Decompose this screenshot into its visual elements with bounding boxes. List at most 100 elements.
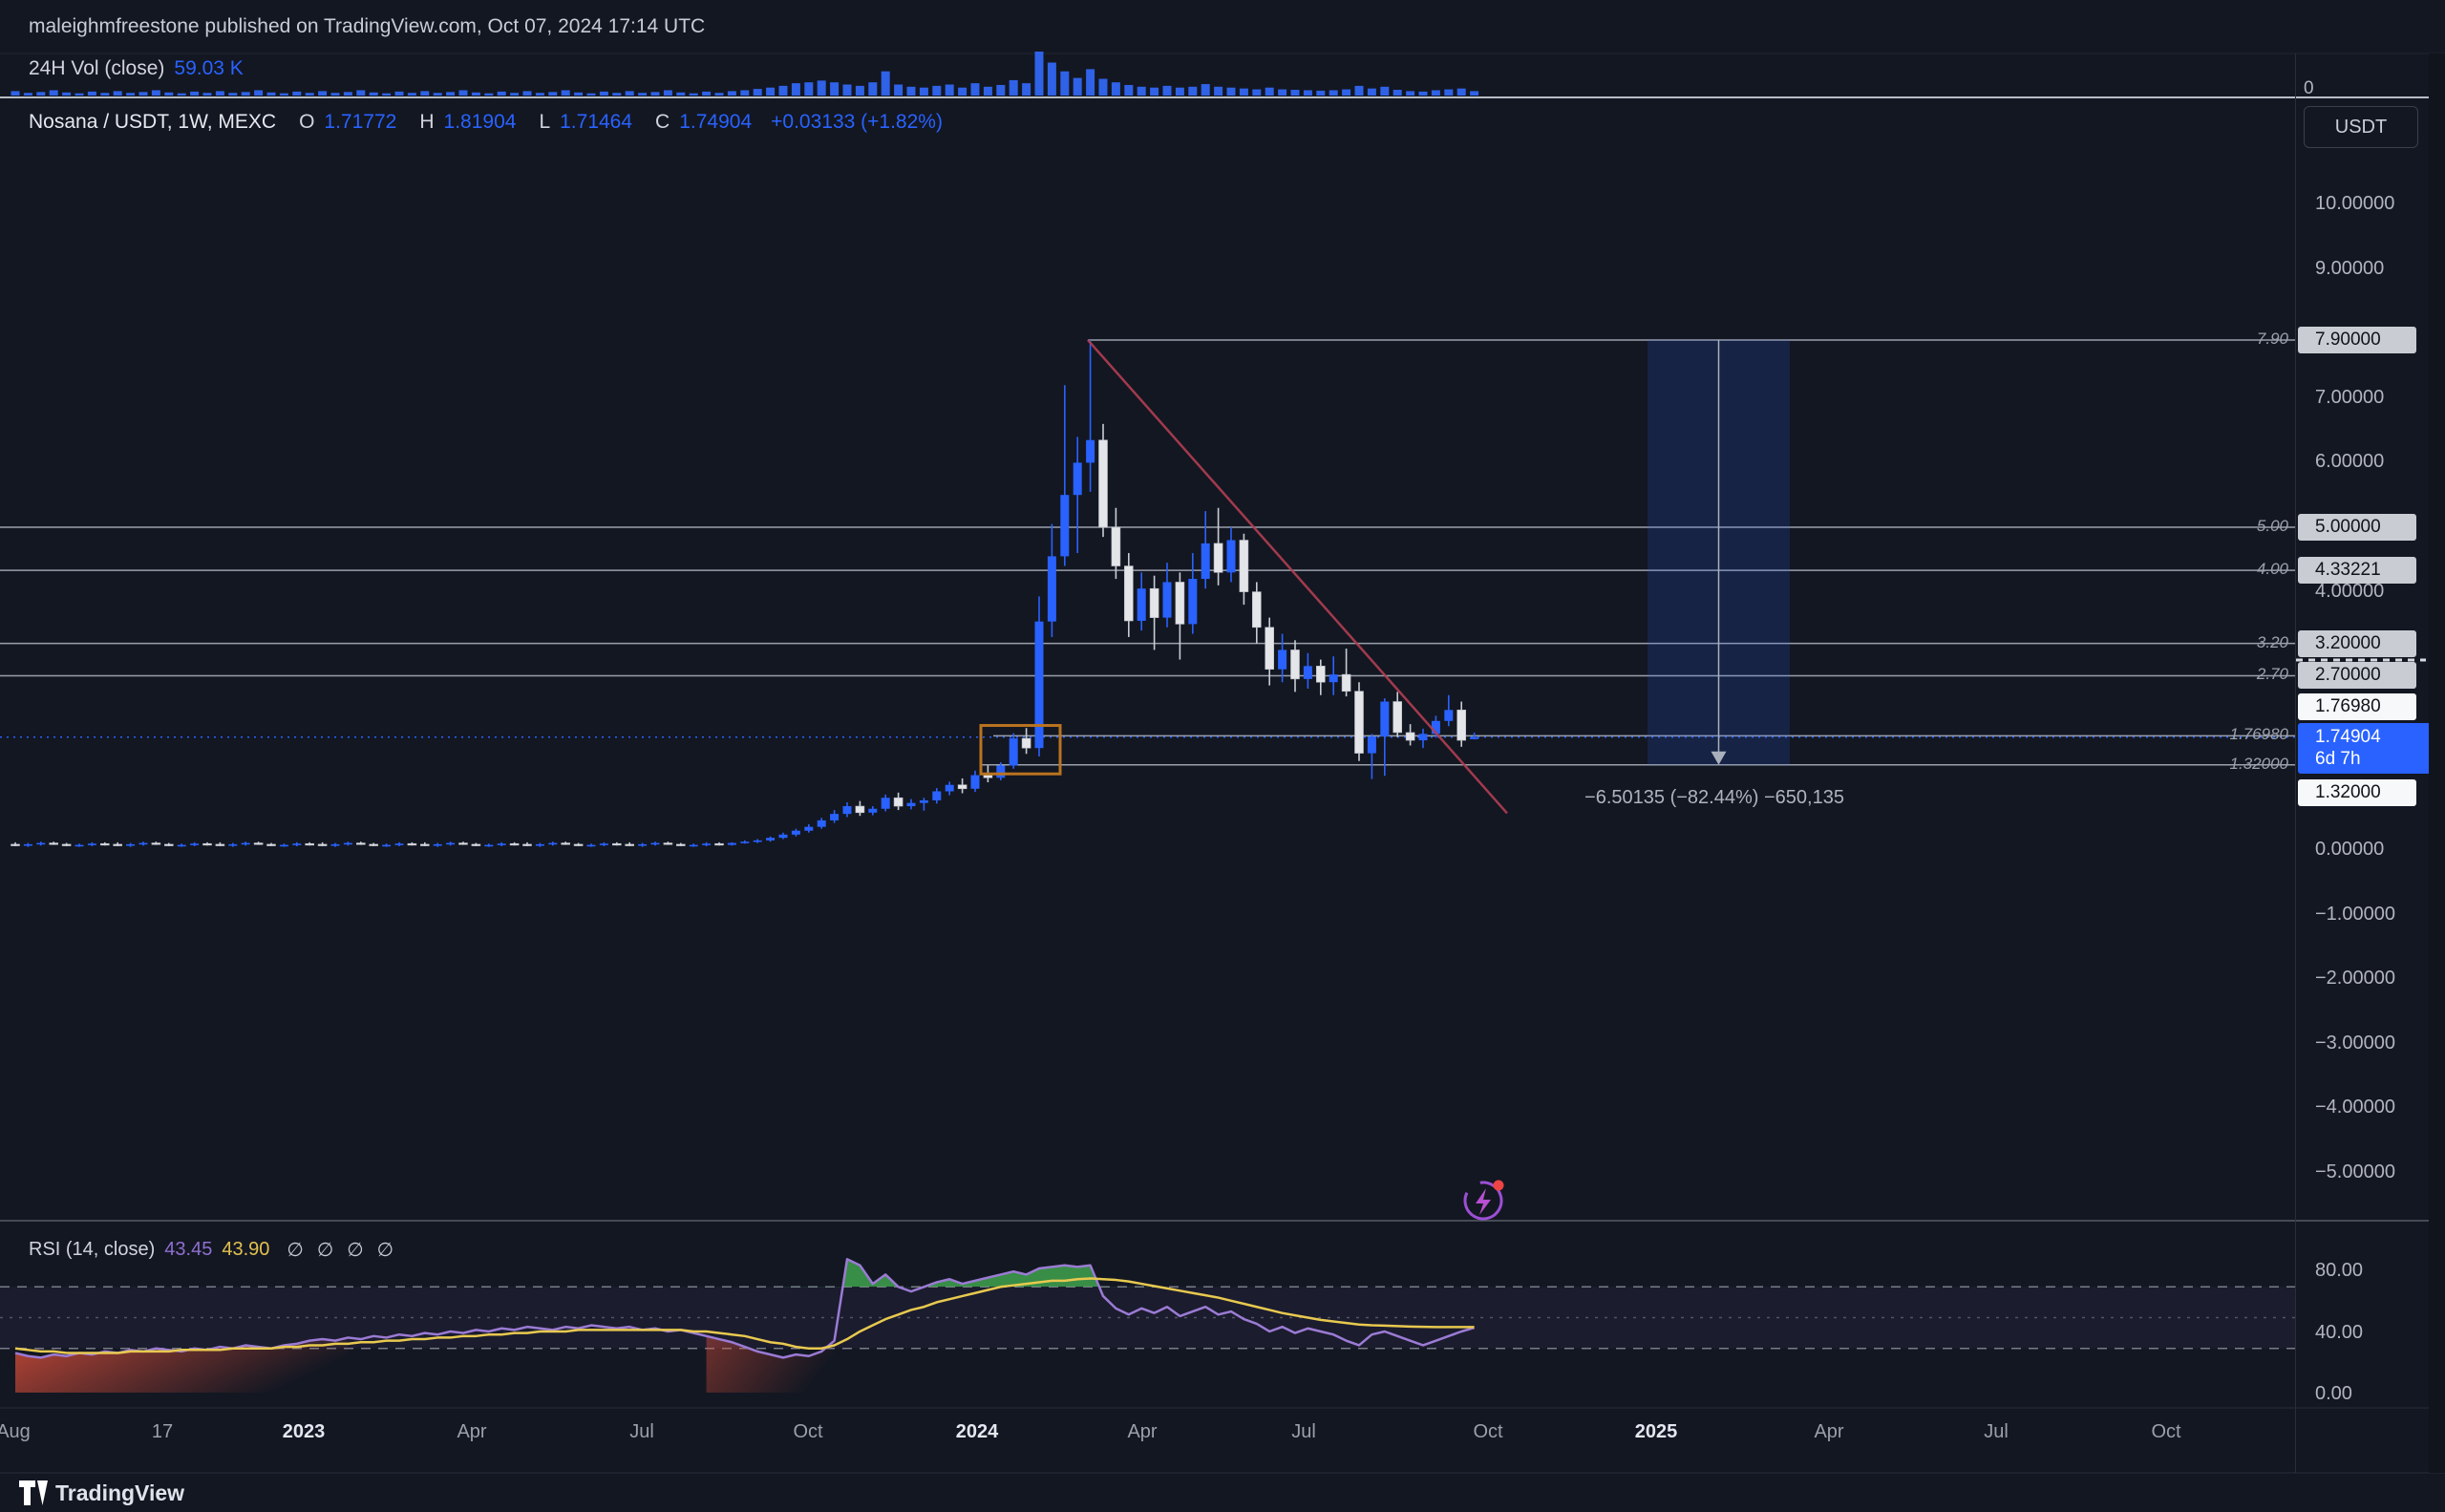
volume-bar[interactable] [753,89,762,96]
volume-bar[interactable] [1214,86,1223,96]
volume-bar[interactable] [689,93,698,96]
candle-body[interactable] [1470,736,1479,739]
volume-bar[interactable] [164,92,174,96]
volume-bar[interactable] [740,90,750,96]
candle-body[interactable] [100,842,110,846]
volume-bar[interactable] [497,91,506,96]
time-axis-label[interactable]: Jul [1984,1421,2009,1442]
volume-bar[interactable] [638,93,648,96]
candle-body[interactable] [471,843,481,846]
symbol-legend[interactable]: Nosana / USDT, 1W, MEXC O 1.71772 H 1.81… [29,111,943,134]
volume-bar[interactable] [177,93,186,96]
candle-body[interactable] [689,844,698,847]
volume-bar[interactable] [356,90,366,96]
volume-bar[interactable] [266,92,276,96]
candle-body[interactable] [509,842,520,846]
volume-bar[interactable] [394,91,404,96]
candle-body[interactable] [740,841,750,843]
candle-body[interactable] [1265,627,1274,671]
candle-body[interactable] [151,842,161,845]
time-axis-label[interactable]: 2024 [955,1421,999,1442]
volume-bar[interactable] [446,92,456,96]
rsi-legend[interactable]: RSI (14, close) 43.45 43.90 ∅ ∅ ∅ ∅ [29,1238,393,1262]
candle-body[interactable] [1444,710,1454,721]
candle-body[interactable] [369,843,379,846]
volume-bar[interactable] [535,93,544,96]
volume-bar[interactable] [254,90,264,96]
candle-body[interactable] [484,844,494,847]
candle-body[interactable] [945,784,954,792]
volume-bar[interactable] [714,93,724,96]
candle-body[interactable] [1111,526,1121,566]
volume-bar[interactable] [202,93,212,96]
candle-body[interactable] [1431,720,1440,735]
candle-body[interactable] [1418,734,1428,741]
volume-bar[interactable] [1150,87,1159,96]
candle-body[interactable] [330,843,340,846]
candle-body[interactable] [1124,565,1134,622]
candle-body[interactable] [727,842,736,845]
time-axis-label[interactable]: Aug [0,1421,31,1442]
volume-bar[interactable] [74,93,84,96]
candle-body[interactable] [343,842,352,845]
candle-body[interactable] [11,843,20,846]
candle-body[interactable] [164,843,174,846]
candle-body[interactable] [87,843,96,845]
candle-body[interactable] [561,842,571,845]
candle-body[interactable] [983,775,993,778]
time-axis-label[interactable]: Oct [1473,1421,1503,1442]
volume-bar[interactable] [1265,87,1274,96]
candle-body[interactable] [74,844,84,847]
volume-bar[interactable] [778,85,788,96]
time-axis-label[interactable]: 17 [151,1421,174,1442]
volume-bar[interactable] [1316,90,1326,96]
candle-body[interactable] [881,798,890,809]
volume-bar[interactable] [23,93,32,96]
candle-body[interactable] [778,834,788,839]
volume-bar[interactable] [625,91,634,96]
candle-body[interactable] [215,843,225,846]
volume-bar[interactable] [599,91,608,96]
volume-bar[interactable] [343,92,352,96]
volume-bar[interactable] [855,85,864,96]
lightning-icon-bolt[interactable] [1476,1188,1491,1215]
candle-body[interactable] [702,843,712,845]
volume-bar[interactable] [1354,85,1364,96]
candle-body[interactable] [355,842,366,845]
candle-body[interactable] [497,843,506,845]
volume-bar[interactable] [510,93,520,96]
candle-body[interactable] [1278,650,1287,670]
candle-body[interactable] [433,843,442,846]
volume-bar[interactable] [766,87,776,96]
volume-bar[interactable] [190,91,200,96]
volume-bar[interactable] [36,92,46,96]
tradingview-logo-icon[interactable] [19,1480,48,1506]
candle-body[interactable] [714,842,724,846]
candle-body[interactable] [126,843,136,846]
candle-body[interactable] [1329,674,1338,683]
volume-bar[interactable] [215,91,224,96]
candle-body[interactable] [1162,582,1172,618]
candle-body[interactable] [1175,582,1185,625]
candle-body[interactable] [1047,556,1056,622]
volume-bar[interactable] [1406,91,1415,96]
candle-body[interactable] [1021,737,1031,749]
candle-body[interactable] [522,843,532,846]
volume-bar[interactable] [1456,88,1466,96]
time-axis-label[interactable]: Jul [629,1421,654,1442]
orange-box[interactable] [979,724,1062,776]
candle-body[interactable] [1213,543,1223,573]
candle-body[interactable] [996,765,1006,778]
volume-bar[interactable] [1175,87,1184,96]
volume-bar[interactable] [369,92,378,96]
volume-bar[interactable] [305,93,314,96]
volume-bar[interactable] [1047,62,1056,96]
volume-bar[interactable] [1111,82,1120,96]
volume-bar[interactable] [945,84,954,96]
candle-body[interactable] [1456,710,1466,741]
candle-body[interactable] [1086,439,1095,463]
candle-body[interactable] [23,843,32,846]
volume-bar[interactable] [49,90,58,96]
volume-bar[interactable] [663,90,672,96]
